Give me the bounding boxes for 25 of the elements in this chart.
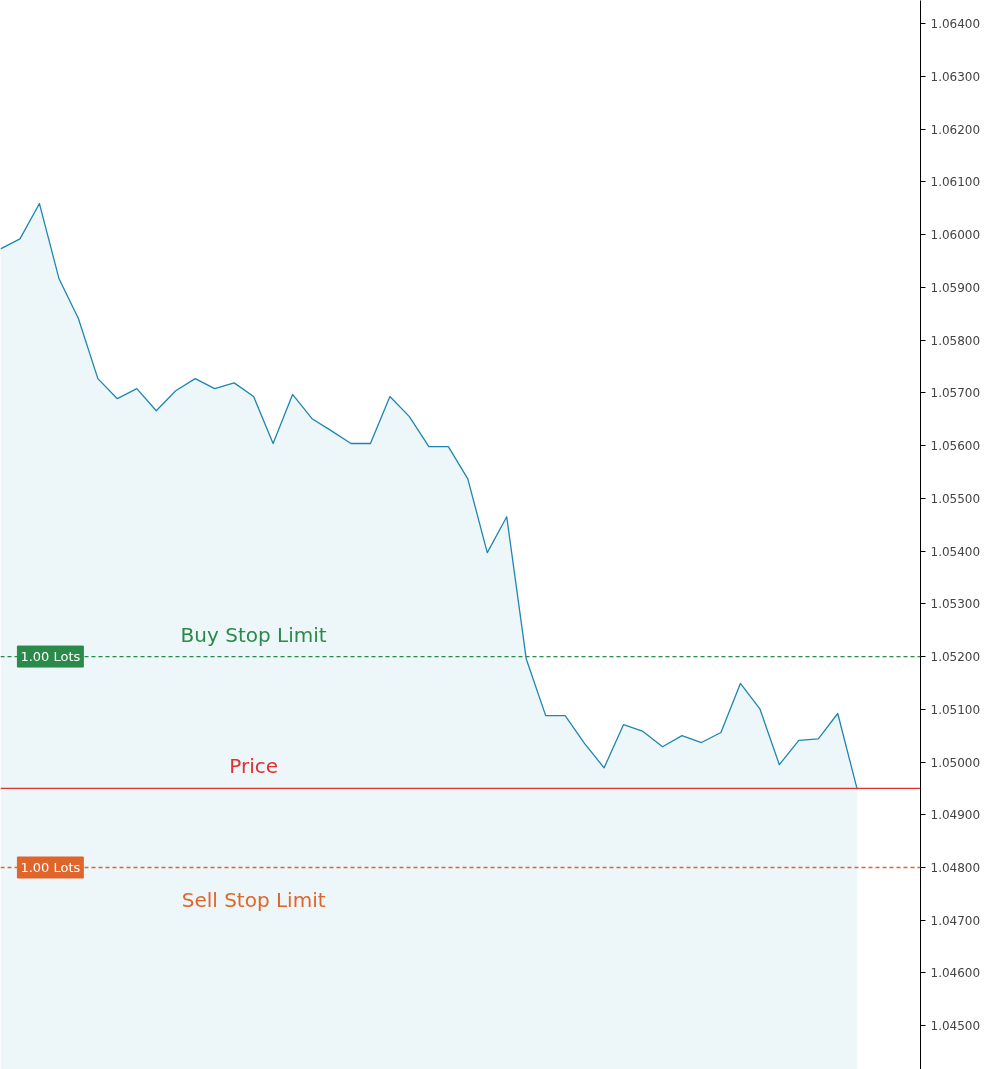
y-tick-label: 1.05400: [930, 544, 981, 559]
y-tick-label: 1.04900: [930, 808, 981, 823]
ref-line-label: Price: [229, 754, 279, 779]
y-tick-label: 1.04600: [930, 966, 981, 981]
y-tick-label: 1.05200: [930, 650, 981, 665]
y-tick-label: 1.05000: [930, 755, 981, 770]
annotation: 1.00 Lots: [20, 860, 81, 876]
y-tick-label: 1.05800: [930, 333, 981, 348]
y-tick-label: 1.06400: [930, 17, 981, 32]
y-tick-label: 1.05700: [930, 386, 981, 401]
y-tick-label: 1.06100: [930, 175, 981, 190]
y-tick-label: 1.06000: [930, 228, 981, 243]
y-tick-label: 1.04800: [930, 861, 981, 876]
y-tick-label: 1.04700: [930, 913, 981, 928]
y-tick-label: 1.06300: [930, 69, 981, 84]
y-tick-label: 1.06200: [930, 122, 981, 137]
y-tick-label: 1.05500: [930, 491, 981, 506]
y-tick-label: 1.05600: [930, 439, 981, 454]
ref-line-label: Sell Stop Limit: [181, 887, 326, 912]
annotation: 1.00 Lots: [20, 649, 81, 665]
y-tick-label: 1.05100: [930, 702, 981, 717]
y-tick-label: 1.05300: [930, 597, 981, 612]
ref-line-label: Buy Stop Limit: [180, 622, 327, 647]
y-tick-label: 1.04500: [930, 1019, 981, 1034]
y-tick-label: 1.05900: [930, 280, 981, 295]
